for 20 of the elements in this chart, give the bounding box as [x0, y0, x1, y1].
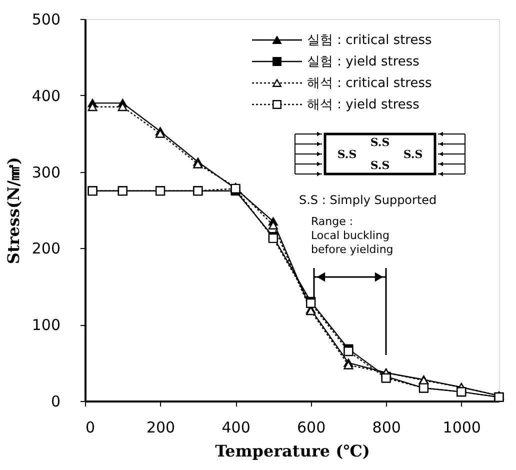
- y-tick-label: 300: [32, 163, 60, 182]
- y-axis-title: Stress(N/㎟): [4, 156, 23, 264]
- legend-label: 해석 : critical stress: [307, 76, 432, 91]
- x-tick-label: 600: [297, 418, 326, 436]
- legend-label: 실험 : yield stress: [307, 54, 420, 70]
- legend-label: 해석 : yield stress: [307, 98, 420, 112]
- x-tick-label: 200: [146, 418, 176, 436]
- annotation: S.S : Simply Supported: [299, 193, 437, 207]
- y-tick-label: 400: [32, 86, 60, 105]
- y-tick-label: 200: [32, 240, 60, 258]
- legend-label: 실험 : critical stress: [307, 33, 432, 48]
- x-tick-label: 800: [372, 418, 401, 436]
- x-axis-title: Temperature (℃): [215, 442, 370, 460]
- annotation: Range : Local buckling before yielding: [311, 215, 394, 256]
- y-tick-label: 500: [32, 10, 60, 28]
- x-tick-label: 1000: [442, 418, 481, 436]
- x-tick-label: 0: [86, 418, 96, 436]
- x-tick-label: 400: [222, 418, 250, 436]
- y-tick-label: 100: [32, 316, 60, 334]
- y-tick-label: 0: [50, 392, 60, 410]
